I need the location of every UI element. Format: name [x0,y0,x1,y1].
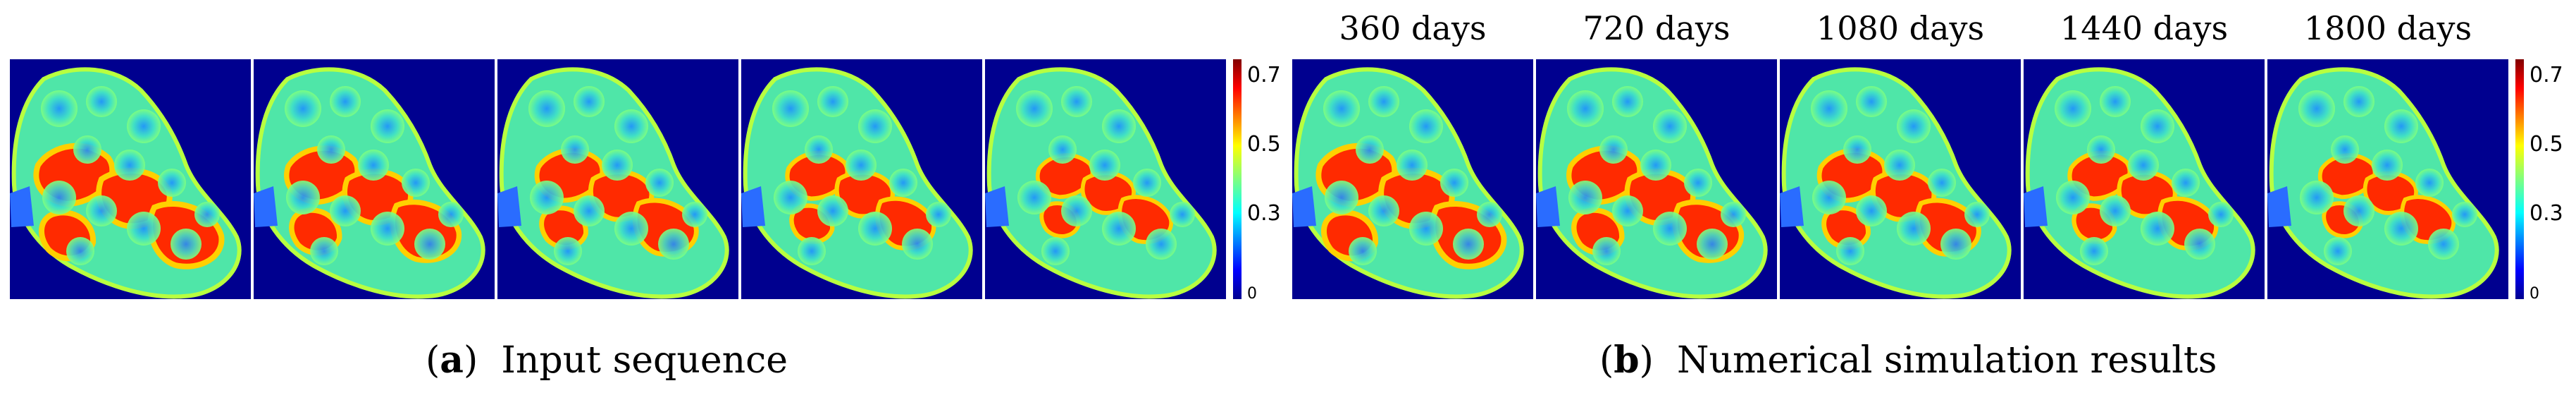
input-frame-1 [10,59,251,299]
caption-b-letter: b [1614,339,1640,382]
frame-title-720: 720 days [1583,9,1730,47]
colorbar-b-tick-03: 0.3 [2529,201,2563,226]
frame-title-1800: 1800 days [2303,9,2472,47]
caption-a: (a) Input sequence [426,339,788,382]
colorbar-a-tick-07: 0.7 [1247,63,1281,87]
sim-frame-1080 [1780,59,2021,299]
frame-title-1080: 1080 days [1816,9,1985,47]
input-frame-3 [497,59,738,299]
colorbar-b [2515,59,2524,299]
colorbar-b-tick-0: 0 [2529,285,2539,303]
input-frame-2 [254,59,495,299]
colorbar-a [1233,59,1241,299]
sim-frame-720 [1536,59,1777,299]
input-frame-5 [985,59,1226,299]
colorbar-a-tick-05: 0.5 [1247,132,1281,157]
frame-title-1440: 1440 days [2060,9,2229,47]
sim-frame-1800 [2267,59,2508,299]
caption-a-letter: a [440,339,464,382]
colorbar-a-tick-0: 0 [1247,285,1257,303]
caption-b-text: Numerical simulation results [1677,339,2217,382]
input-frame-4 [741,59,982,299]
caption-b: (b) Numerical simulation results [1599,339,2217,382]
colorbar-b-tick-07: 0.7 [2529,63,2563,87]
panel-a: 0.7 0.5 0.3 0 [10,59,1281,303]
frame-title-360: 360 days [1339,9,1487,47]
caption-a-text: Input sequence [501,339,788,382]
sim-frame-360 [1292,59,1533,299]
panel-b: 0.7 0.5 0.3 0 [1292,59,2563,303]
sim-frame-1440 [2024,59,2265,299]
colorbar-a-tick-03: 0.3 [1247,201,1281,226]
colorbar-b-tick-05: 0.5 [2529,132,2563,157]
